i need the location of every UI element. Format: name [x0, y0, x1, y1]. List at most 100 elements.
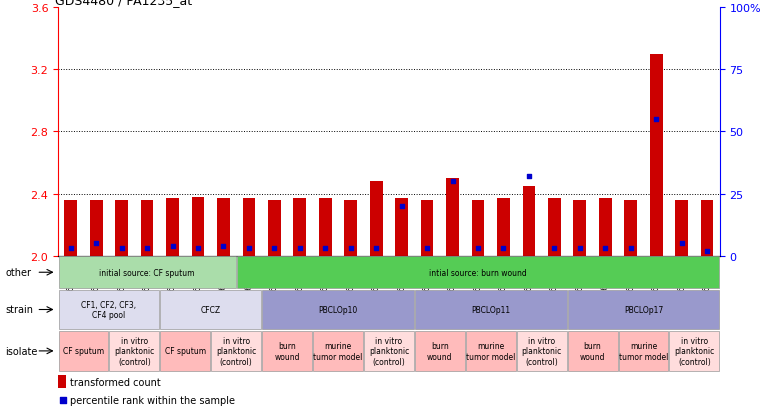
- Bar: [293, 199, 307, 256]
- Point: [293, 245, 306, 252]
- Bar: [574, 200, 586, 256]
- Text: PBCLOp17: PBCLOp17: [624, 305, 663, 314]
- Point: [701, 248, 714, 254]
- Bar: [90, 200, 103, 256]
- Text: GDS4480 / PA1235_at: GDS4480 / PA1235_at: [55, 0, 192, 7]
- Bar: [166, 199, 179, 256]
- Text: murine
tumor model: murine tumor model: [618, 342, 668, 361]
- Bar: [58, 375, 66, 388]
- Point: [396, 203, 408, 210]
- Text: murine
tumor model: murine tumor model: [466, 342, 515, 361]
- Text: CF sputum: CF sputum: [63, 347, 104, 356]
- Bar: [650, 55, 663, 256]
- Bar: [370, 182, 382, 256]
- Point: [599, 245, 611, 252]
- Point: [115, 245, 128, 252]
- Bar: [522, 186, 536, 256]
- Bar: [517, 331, 567, 371]
- Bar: [237, 257, 719, 288]
- Point: [625, 245, 637, 252]
- Bar: [421, 200, 433, 256]
- Point: [57, 396, 70, 403]
- Bar: [670, 331, 719, 371]
- Bar: [344, 200, 357, 256]
- Bar: [64, 200, 77, 256]
- Bar: [548, 199, 560, 256]
- Bar: [599, 199, 611, 256]
- Point: [243, 245, 255, 252]
- Text: burn
wound: burn wound: [274, 342, 300, 361]
- Bar: [211, 331, 261, 371]
- Point: [64, 245, 77, 252]
- Bar: [262, 331, 312, 371]
- Bar: [268, 200, 281, 256]
- Point: [269, 245, 281, 252]
- Bar: [59, 290, 159, 330]
- Bar: [466, 331, 515, 371]
- Point: [141, 245, 153, 252]
- Bar: [242, 199, 255, 256]
- Text: in vitro
planktonic
(control): in vitro planktonic (control): [674, 336, 714, 366]
- Bar: [700, 200, 714, 256]
- Point: [166, 243, 179, 249]
- Point: [574, 245, 586, 252]
- Bar: [160, 331, 211, 371]
- Text: burn
wound: burn wound: [427, 342, 453, 361]
- Point: [497, 245, 509, 252]
- Bar: [141, 200, 153, 256]
- Text: burn
wound: burn wound: [580, 342, 605, 361]
- Bar: [567, 331, 618, 371]
- Bar: [115, 200, 128, 256]
- Text: isolate: isolate: [5, 346, 38, 356]
- Point: [548, 245, 560, 252]
- Bar: [192, 197, 204, 256]
- Text: strain: strain: [5, 305, 33, 315]
- Bar: [625, 200, 637, 256]
- Text: CF sputum: CF sputum: [165, 347, 206, 356]
- Point: [344, 245, 357, 252]
- Bar: [59, 331, 108, 371]
- Bar: [319, 199, 332, 256]
- Bar: [313, 331, 363, 371]
- Bar: [618, 331, 669, 371]
- Bar: [262, 290, 414, 330]
- Bar: [217, 199, 230, 256]
- Text: CF1, CF2, CF3,
CF4 pool: CF1, CF2, CF3, CF4 pool: [81, 300, 136, 319]
- Bar: [396, 199, 408, 256]
- Text: intial source: burn wound: intial source: burn wound: [429, 268, 527, 277]
- Text: PBCLOp10: PBCLOp10: [318, 305, 358, 314]
- Text: murine
tumor model: murine tumor model: [313, 342, 363, 361]
- Bar: [471, 200, 485, 256]
- Text: CFCZ: CFCZ: [200, 305, 221, 314]
- Point: [421, 245, 433, 252]
- Point: [217, 243, 230, 249]
- Bar: [675, 200, 688, 256]
- Point: [447, 178, 459, 185]
- Point: [319, 245, 331, 252]
- Bar: [415, 331, 464, 371]
- Bar: [364, 331, 414, 371]
- Bar: [446, 178, 459, 256]
- Text: PBCLOp11: PBCLOp11: [471, 305, 510, 314]
- Point: [522, 173, 535, 180]
- Text: in vitro
planktonic
(control): in vitro planktonic (control): [216, 336, 256, 366]
- Bar: [160, 290, 261, 330]
- Point: [370, 245, 382, 252]
- Text: other: other: [5, 268, 32, 278]
- Point: [472, 245, 485, 252]
- Text: initial source: CF sputum: initial source: CF sputum: [99, 268, 195, 277]
- Bar: [59, 257, 236, 288]
- Text: percentile rank within the sample: percentile rank within the sample: [70, 394, 235, 405]
- Bar: [415, 290, 567, 330]
- Point: [676, 240, 688, 247]
- Text: transformed count: transformed count: [70, 377, 161, 387]
- Text: in vitro
planktonic
(control): in vitro planktonic (control): [368, 336, 409, 366]
- Point: [192, 245, 204, 252]
- Bar: [497, 199, 510, 256]
- Text: in vitro
planktonic
(control): in vitro planktonic (control): [522, 336, 562, 366]
- Text: in vitro
planktonic
(control): in vitro planktonic (control): [115, 336, 155, 366]
- Point: [90, 240, 102, 247]
- Bar: [109, 331, 159, 371]
- Bar: [567, 290, 719, 330]
- Point: [650, 116, 663, 123]
